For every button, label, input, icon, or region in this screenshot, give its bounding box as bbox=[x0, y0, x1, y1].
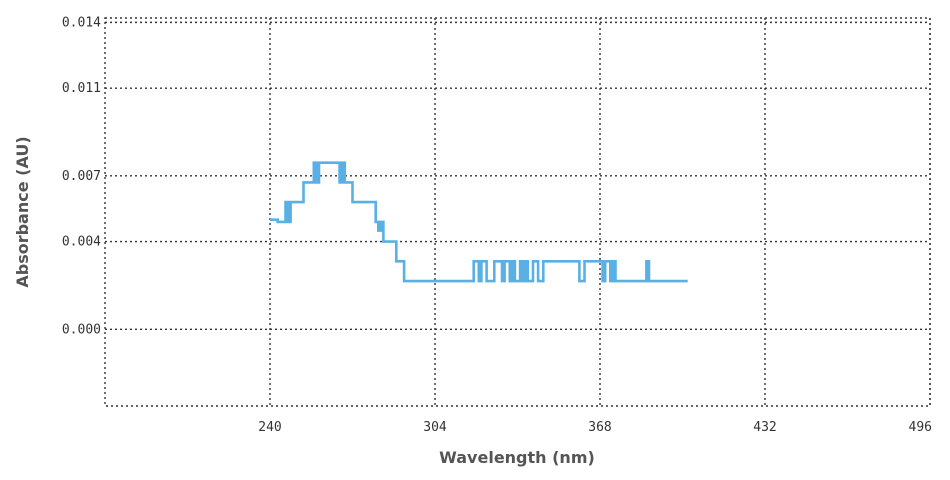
series-line bbox=[270, 161, 688, 283]
x-axis-title: Wavelength (nm) bbox=[439, 448, 595, 467]
series-layer bbox=[270, 161, 688, 283]
x-tick-label: 304 bbox=[423, 420, 447, 435]
x-tick-label: 240 bbox=[258, 420, 281, 435]
y-axis-ticks: 0.014 0.011 0.007 0.004 0.000 bbox=[62, 15, 101, 337]
x-axis-ticks: 240 304 368 432 496 bbox=[258, 420, 932, 435]
x-tick-label: 496 bbox=[909, 420, 932, 435]
plot-frame bbox=[104, 17, 931, 407]
x-tick-label: 432 bbox=[753, 420, 776, 435]
grid-lines bbox=[105, 18, 931, 406]
y-tick-label: 0.007 bbox=[62, 169, 101, 184]
y-axis-title: Absorbance (AU) bbox=[13, 136, 32, 287]
y-tick-label: 0.004 bbox=[62, 235, 101, 250]
y-tick-label: 0.000 bbox=[62, 322, 101, 337]
y-tick-label: 0.014 bbox=[62, 15, 101, 30]
x-tick-label: 368 bbox=[588, 420, 611, 435]
y-tick-label: 0.011 bbox=[62, 81, 101, 96]
